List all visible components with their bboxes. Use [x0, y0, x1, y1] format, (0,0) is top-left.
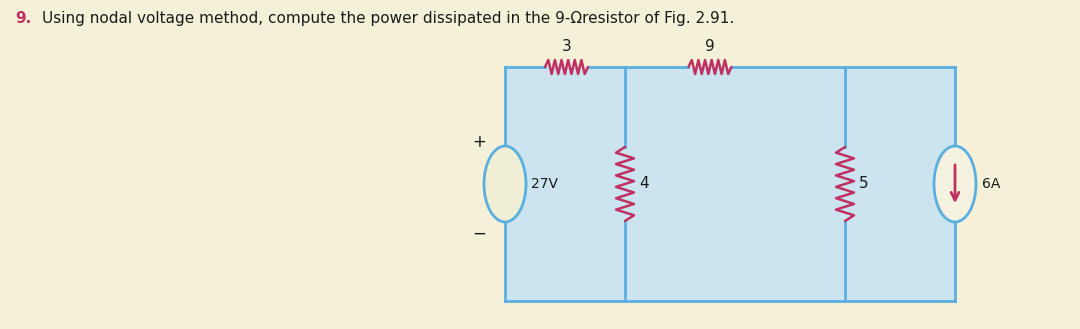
Text: −: −: [472, 225, 486, 243]
Text: 27V: 27V: [531, 177, 558, 191]
Text: Using nodal voltage method, compute the power dissipated in the 9-Ω​resistor of : Using nodal voltage method, compute the …: [42, 11, 734, 26]
FancyBboxPatch shape: [505, 67, 955, 301]
Text: 6A: 6A: [982, 177, 1000, 191]
Ellipse shape: [484, 146, 526, 222]
Text: 4: 4: [639, 176, 649, 191]
Text: 9.: 9.: [15, 11, 31, 26]
Text: 3: 3: [562, 39, 571, 54]
Text: 9: 9: [705, 39, 715, 54]
Ellipse shape: [934, 146, 976, 222]
Text: +: +: [472, 133, 486, 151]
Text: 5: 5: [859, 176, 868, 191]
